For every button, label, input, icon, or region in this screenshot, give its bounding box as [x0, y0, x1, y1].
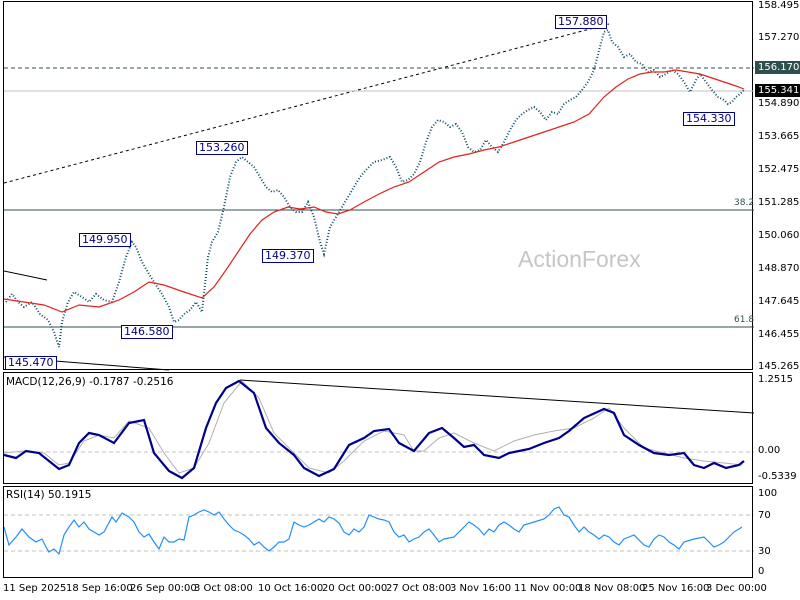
rsi-label: RSI(14) 50.1915: [6, 489, 92, 501]
y-tick: 147.645: [758, 296, 800, 307]
annotation-145470: 145.470: [5, 356, 57, 370]
x-tick: 11 Sep 2025: [3, 583, 67, 594]
x-tick: 3 Oct 08:00: [194, 583, 253, 594]
x-tick: 3 Dec 00:00: [706, 583, 767, 594]
x-tick: 11 Nov 00:00: [514, 583, 582, 594]
current-price-tag: 155.341: [755, 84, 800, 97]
macd-y-tick: 0.00: [758, 445, 781, 456]
annotation-154330: 154.330: [683, 112, 735, 126]
y-tick: 146.455: [758, 329, 800, 340]
x-tick: 25 Nov 16:00: [642, 583, 710, 594]
rsi-y-tick: 30: [758, 546, 771, 557]
macd-y-tick: 1.2515: [758, 374, 793, 385]
main-price-pane[interactable]: [3, 1, 754, 371]
y-tick: 151.285: [758, 197, 800, 208]
macd-pane[interactable]: [3, 372, 754, 484]
macd-label: MACD(12,26,9) -0.1787 -0.2516: [6, 376, 174, 388]
level-tag: 156.170: [755, 61, 800, 74]
rsi-y-tick: 100: [758, 488, 778, 499]
rsi-y-tick: 70: [758, 510, 771, 521]
rsi-pane[interactable]: [3, 486, 754, 578]
y-tick: 153.665: [758, 131, 800, 142]
macd-svg: [4, 379, 754, 480]
x-tick: 26 Sep 00:00: [130, 583, 197, 594]
y-tick: 157.270: [758, 32, 800, 43]
macd-y-tick: -0.5339: [758, 471, 797, 482]
annotation-157880: 157.880: [555, 15, 607, 29]
y-tick: 152.475: [758, 164, 800, 175]
y-tick: 150.060: [758, 230, 800, 241]
y-tick: 148.870: [758, 263, 800, 274]
x-tick: 20 Oct 00:00: [322, 583, 388, 594]
annotation-149370: 149.370: [262, 249, 314, 263]
annotation-146580: 146.580: [121, 325, 173, 339]
rsi-svg: [4, 506, 754, 556]
annotation-149950: 149.950: [79, 233, 131, 247]
fib-382-label: 38.2: [734, 198, 755, 208]
x-tick: 18 Nov 08:00: [578, 583, 646, 594]
rsi-y-tick: 0: [758, 566, 765, 577]
x-tick: 18 Sep 16:00: [66, 583, 133, 594]
rising-trendline-dashed: [4, 23, 610, 184]
y-tick: 145.265: [758, 361, 800, 372]
watermark: ActionForex: [518, 246, 641, 272]
price-chart-svg: [4, 23, 754, 371]
x-tick: 3 Nov 16:00: [450, 583, 512, 594]
fib-618-label: 61.8: [734, 315, 755, 325]
x-tick: 27 Oct 08:00: [386, 583, 452, 594]
annotation-153260: 153.260: [196, 141, 248, 155]
x-tick: 10 Oct 16:00: [258, 583, 324, 594]
y-tick: 154.890: [758, 98, 800, 109]
y-tick: 158.495: [758, 0, 800, 11]
